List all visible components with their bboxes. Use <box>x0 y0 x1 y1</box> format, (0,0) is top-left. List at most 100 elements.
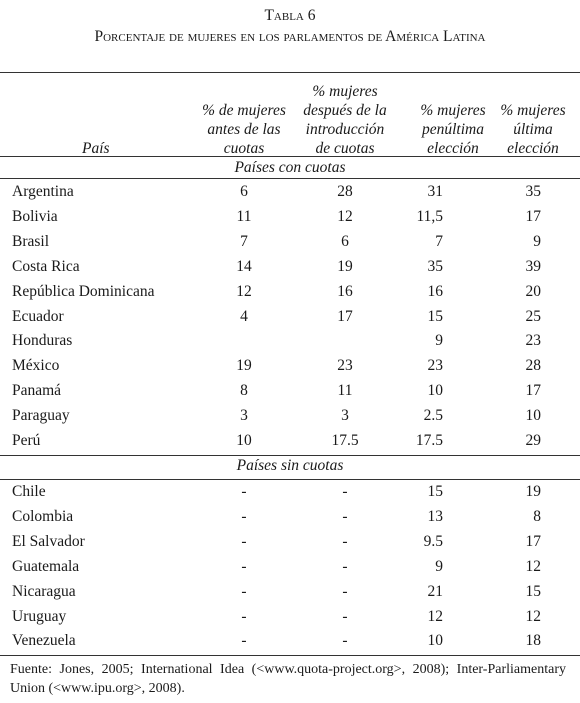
cell: 3 <box>341 407 349 425</box>
country: Honduras <box>12 332 73 350</box>
column-header: después de la <box>303 102 387 119</box>
cell: 17 <box>525 382 542 400</box>
column-header: País <box>82 140 110 157</box>
country: Panamá <box>12 382 62 400</box>
section-title: Países sin cuotas <box>236 457 344 474</box>
cell: 9 <box>435 332 443 350</box>
country: Argentina <box>12 183 74 200</box>
cell: 19 <box>525 483 542 500</box>
cell: 39 <box>525 257 542 275</box>
cell: - <box>342 483 348 500</box>
cell: 21 <box>427 582 444 600</box>
cell: - <box>342 557 348 575</box>
cell: - <box>241 607 247 625</box>
cell: - <box>241 507 247 525</box>
rule <box>0 156 580 157</box>
column-header: % mujeres <box>500 102 566 119</box>
cell: 20 <box>525 282 542 300</box>
cell: 12 <box>337 207 353 225</box>
cell: 28 <box>525 357 542 375</box>
cell: 25 <box>525 307 542 325</box>
country: Brasil <box>12 232 50 250</box>
cell: 11 <box>337 382 353 400</box>
table-label: Tabla 6 <box>264 7 316 24</box>
cell: 23 <box>525 332 542 350</box>
country: Nicaragua <box>12 582 76 600</box>
cell: 11,5 <box>416 207 443 225</box>
cell: 15 <box>525 582 542 600</box>
cell: 10 <box>427 382 444 400</box>
country: México <box>12 357 60 375</box>
cell: 28 <box>337 183 353 200</box>
cell: 8 <box>533 507 541 525</box>
cell: 31 <box>427 183 444 200</box>
column-header: elección <box>427 140 479 157</box>
cell: 23 <box>427 357 444 375</box>
column-header: % mujeres <box>312 83 378 100</box>
cell: 10 <box>236 432 252 449</box>
country: República Dominicana <box>12 282 155 300</box>
cell: 12 <box>427 607 444 625</box>
cell: - <box>342 582 348 600</box>
cell: - <box>342 532 348 550</box>
cell: 12 <box>236 282 252 300</box>
cell: 18 <box>525 632 542 650</box>
cell: 19 <box>337 257 353 275</box>
country: Chile <box>12 483 46 500</box>
country: Paraguay <box>12 407 70 425</box>
rule <box>0 455 580 456</box>
cell: 6 <box>341 232 349 250</box>
cell: 16 <box>337 282 353 300</box>
country: El Salvador <box>12 532 85 550</box>
cell: 13 <box>427 507 444 525</box>
cell: 9.5 <box>423 532 443 550</box>
cell: 6 <box>240 183 248 200</box>
country: Ecuador <box>12 307 64 325</box>
cell: 29 <box>525 432 542 449</box>
cell: 17 <box>525 532 542 550</box>
cell: 4 <box>240 307 248 325</box>
country: Colombia <box>12 507 74 525</box>
rule <box>0 178 580 179</box>
cell: 10 <box>525 407 542 425</box>
country: Guatemala <box>12 557 80 575</box>
cell: 15 <box>427 483 444 500</box>
cell: 10 <box>427 632 444 650</box>
cell: - <box>241 557 247 575</box>
footnote: Fuente: Jones, 2005; International Idea … <box>10 662 566 696</box>
column-header: introducción <box>305 121 385 138</box>
country: Venezuela <box>12 632 76 650</box>
cell: - <box>241 582 247 600</box>
cell: - <box>241 532 247 550</box>
column-header: % mujeres <box>420 102 486 119</box>
cell: 8 <box>240 382 248 400</box>
cell: 17.5 <box>415 432 443 449</box>
table-title: Porcentaje de mujeres en los parlamentos… <box>94 28 486 45</box>
cell: 17 <box>525 207 542 225</box>
cell: 9 <box>533 232 541 250</box>
cell: 17.5 <box>331 432 359 449</box>
country: Uruguay <box>12 607 67 625</box>
cell: 23 <box>337 357 353 375</box>
country: Bolivia <box>12 207 58 225</box>
cell: 12 <box>525 557 542 575</box>
cell: 2.5 <box>423 407 443 425</box>
column-header: de cuotas <box>315 140 375 157</box>
cell: 7 <box>240 232 248 250</box>
section-title: Países con cuotas <box>234 159 346 176</box>
cell: 11 <box>236 207 252 225</box>
cell: 19 <box>236 357 252 375</box>
rule <box>0 655 580 656</box>
rule <box>0 479 580 480</box>
cell: - <box>241 632 247 650</box>
cell: 35 <box>525 183 542 200</box>
cell: 16 <box>427 282 444 300</box>
cell: - <box>342 507 348 525</box>
cell: 3 <box>240 407 248 425</box>
cell: 7 <box>435 232 443 250</box>
cell: 9 <box>435 557 443 575</box>
country: Perú <box>12 432 41 449</box>
cell: - <box>342 607 348 625</box>
